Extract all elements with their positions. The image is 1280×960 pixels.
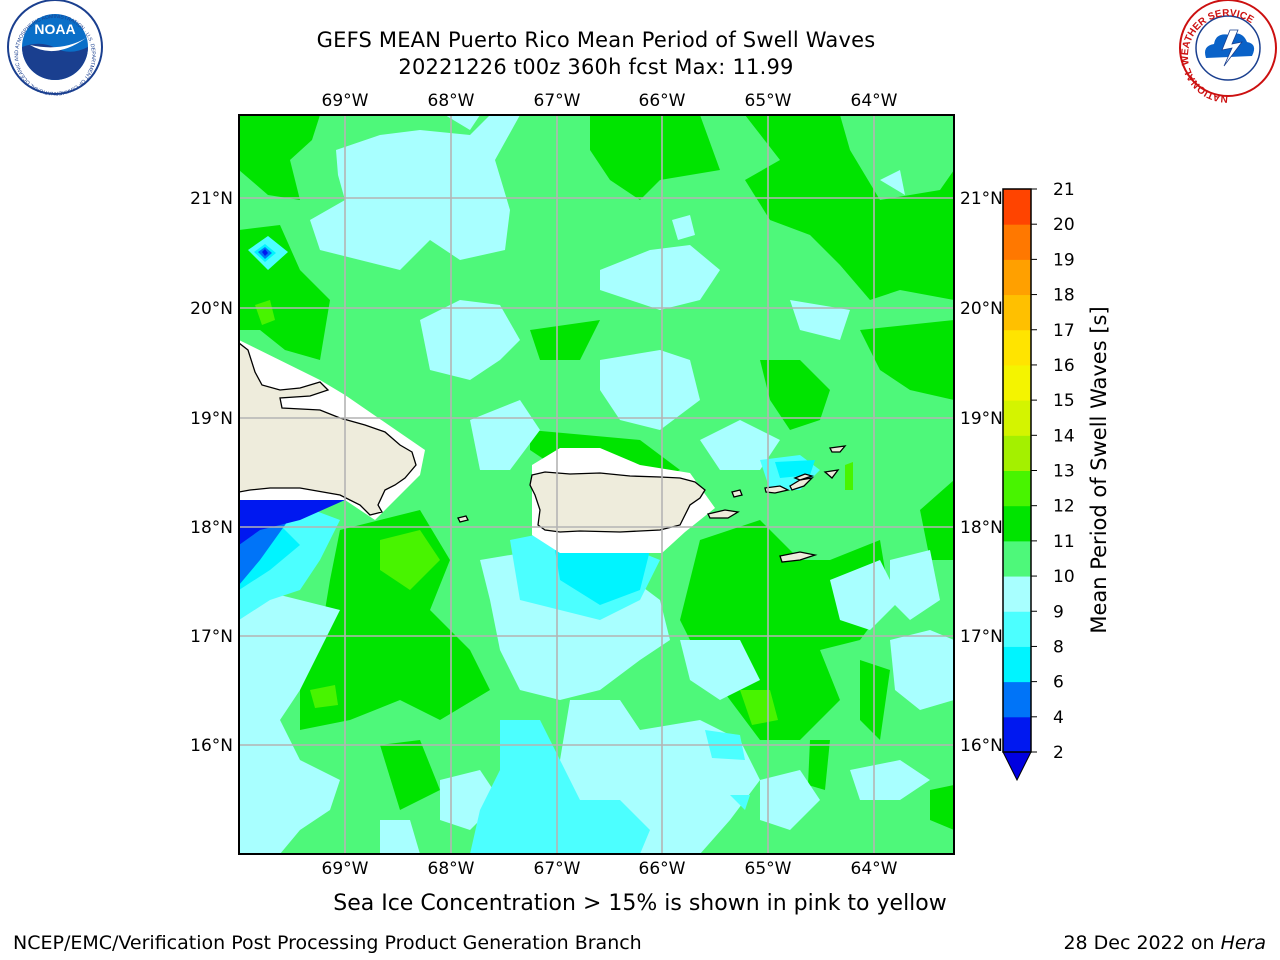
lon-label: 66°W	[639, 859, 686, 879]
colorbar-swatch	[1003, 189, 1031, 225]
island-anegada	[829, 445, 847, 453]
noaa-logo: NOAA NATIONAL OCEANIC AND ATMOSPHERIC AD…	[0, 0, 103, 96]
lat-label: 21°N	[190, 189, 233, 209]
colorbar-swatch	[1003, 505, 1031, 542]
colorbar-swatch	[1003, 400, 1031, 436]
swell-band-under-2s	[239, 249, 345, 545]
colorbar-tick-label: 14	[1053, 426, 1075, 446]
colorbar-swatch	[1003, 294, 1031, 331]
colorbar-swatch	[1003, 716, 1031, 753]
colorbar-tick-label: 10	[1053, 567, 1075, 587]
island-culebra	[731, 489, 743, 498]
island-virgin-1	[764, 485, 790, 494]
colorbar-tick-label: 19	[1053, 250, 1075, 270]
island-virgin-3	[793, 473, 815, 481]
colorbar-swatch	[1003, 681, 1031, 718]
footer-credit: NCEP/EMC/Verification Post Processing Pr…	[13, 932, 642, 954]
swell-period-field	[239, 115, 954, 854]
swell-band-10-11s	[239, 115, 954, 830]
colorbar-tick-label: 18	[1053, 286, 1075, 306]
colorbar-swatch	[1003, 646, 1031, 683]
lat-label: 18°N	[190, 518, 233, 538]
lat-label: 20°N	[960, 299, 1003, 319]
colorbar-swatch	[1003, 224, 1031, 260]
swell-band-4-6s	[239, 244, 815, 605]
colorbar-swatch	[1003, 259, 1031, 296]
colorbar-tick-label: 11	[1053, 532, 1075, 552]
lat-label: 19°N	[190, 409, 233, 429]
colorbar: 2 4 6 8 9 10 11 12 13 14 15 16 17 18 19 20 21 Mean Perio…	[1002, 180, 1111, 782]
footer-date-text: 28 Dec 2022 on	[1063, 932, 1221, 954]
lat-label: 17°N	[190, 627, 233, 647]
colorbar-swatch	[1003, 435, 1031, 471]
lon-label: 66°W	[639, 91, 686, 111]
footer-host: Hera	[1220, 932, 1266, 954]
swell-band-11-12s	[255, 300, 853, 725]
graticule	[239, 115, 954, 854]
lon-label: 64°W	[851, 859, 898, 879]
map-frame	[238, 114, 955, 855]
colorbar-tick-label: 17	[1053, 321, 1075, 341]
island-st-croix	[779, 551, 818, 563]
colorbar-tick-label: 6	[1053, 673, 1064, 693]
colorbar-tick-label: 15	[1053, 391, 1075, 411]
colorbar-swatch	[1003, 611, 1031, 647]
colorbar-swatch	[1003, 329, 1031, 366]
lat-labels-left: 21°N 20°N 19°N 18°N 17°N 16°N	[190, 189, 233, 756]
hispaniola-land	[239, 342, 417, 516]
map-subtitle: 20221226 t00z 360h fcst Max: 11.99	[398, 55, 794, 79]
colorbar-tick-label: 16	[1053, 356, 1075, 376]
lon-labels-bottom: 69°W 68°W 67°W 66°W 65°W 64°W	[322, 859, 898, 879]
lat-label: 17°N	[960, 627, 1003, 647]
colorbar-tick-label: 13	[1053, 462, 1075, 482]
lon-label: 68°W	[428, 859, 475, 879]
colorbar-tick-label: 2	[1053, 743, 1064, 763]
lat-label: 16°N	[960, 736, 1003, 756]
lon-label: 65°W	[745, 859, 792, 879]
nws-logo: NATIONAL WEATHER SERVICE	[1179, 0, 1277, 104]
colorbar-swatch	[1003, 540, 1031, 577]
lat-label: 21°N	[960, 189, 1003, 209]
lon-labels-top: 69°W 68°W 67°W 66°W 65°W 64°W	[322, 91, 898, 111]
lat-labels-right: 21°N 20°N 19°N 18°N 17°N 16°N	[960, 189, 1003, 756]
colorbar-tick-label: 12	[1053, 497, 1075, 517]
colorbar-swatch	[1003, 364, 1031, 401]
noaa-logo-text: NOAA	[34, 21, 75, 37]
colorbar-tick-label: 20	[1053, 215, 1075, 235]
lon-label: 68°W	[428, 91, 475, 111]
footer-date: 28 Dec 2022 on Hera	[1063, 932, 1266, 954]
island-vieques	[707, 509, 740, 519]
lon-label: 65°W	[745, 91, 792, 111]
island-mona	[457, 515, 469, 523]
lat-label: 16°N	[190, 736, 233, 756]
island-virgin-2	[789, 477, 814, 491]
colorbar-swatch	[1003, 470, 1031, 507]
colorbar-tick-label: 21	[1053, 180, 1075, 200]
lat-label: 18°N	[960, 518, 1003, 538]
lon-label: 64°W	[851, 91, 898, 111]
lon-label: 69°W	[322, 91, 369, 111]
lon-label: 69°W	[322, 859, 369, 879]
colorbar-tick-label: 9	[1053, 602, 1064, 622]
lon-label: 67°W	[534, 91, 581, 111]
colorbar-tick-label: 4	[1053, 708, 1064, 728]
lon-label: 67°W	[534, 859, 581, 879]
colorbar-label: Mean Period of Swell Waves [s]	[1087, 306, 1111, 633]
colorbar-under-triangle	[1002, 751, 1032, 782]
colorbar-swatches	[1003, 189, 1031, 753]
lat-label: 19°N	[960, 409, 1003, 429]
sea-ice-note: Sea Ice Concentration > 15% is shown in …	[333, 891, 947, 916]
colorbar-ticks: 2 4 6 8 9 10 11 12 13 14 15 16 17 18 19 20 21	[1031, 180, 1075, 763]
lat-label: 20°N	[190, 299, 233, 319]
colorbar-swatch	[1003, 576, 1031, 612]
map-title: GEFS MEAN Puerto Rico Mean Period of Swe…	[316, 28, 876, 52]
colorbar-tick-label: 8	[1053, 637, 1064, 657]
island-saona	[823, 469, 840, 479]
